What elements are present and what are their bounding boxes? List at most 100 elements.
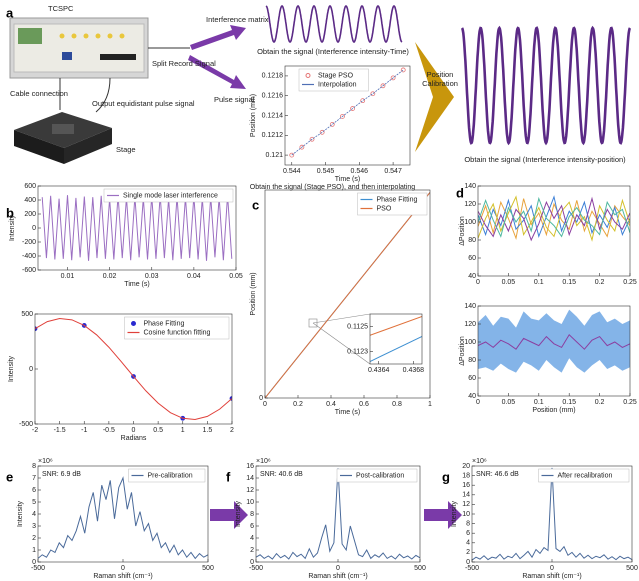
caption: Obtain the signal (Interference intensit… xyxy=(464,155,626,164)
y-tick-label: 80 xyxy=(468,237,476,244)
connector xyxy=(59,33,65,39)
y-tick-label: -200 xyxy=(22,239,36,246)
annotation: SNR: 40.6 dB xyxy=(260,471,303,478)
legend-label: Single mode laser interference xyxy=(123,192,218,199)
y-tick-label: 120 xyxy=(464,321,476,328)
stage-carriage xyxy=(52,124,74,134)
panel-label: a xyxy=(6,5,14,20)
device-logo xyxy=(18,28,42,44)
x-axis-label: Time (s) xyxy=(335,176,360,183)
y-tick-label: 1 xyxy=(32,547,36,554)
y-tick-label: 0 xyxy=(466,559,470,566)
x-tick-label: 0.545 xyxy=(317,168,335,175)
x-tick-label: 0.02 xyxy=(103,273,117,280)
connector xyxy=(95,33,101,39)
split-label: Split Record Signal xyxy=(152,59,216,68)
y-tick-label: 0 xyxy=(259,395,263,402)
x-tick-label: -1.5 xyxy=(54,427,66,434)
panel-label: b xyxy=(6,205,14,220)
legend-swatch xyxy=(131,321,136,326)
data-point xyxy=(390,75,396,81)
legend-box xyxy=(336,468,418,483)
x-tick-label: -2 xyxy=(32,427,38,434)
x-tick-label: 0.1 xyxy=(534,279,544,286)
x-tick-label: 1 xyxy=(181,427,185,434)
x-tick-label: 0.25 xyxy=(623,399,637,406)
legend-label: Cosine function fitting xyxy=(144,329,211,336)
y-tick-label: 60 xyxy=(468,255,476,262)
x-tick-label: 0.05 xyxy=(502,399,516,406)
plot-area xyxy=(265,192,430,398)
y-tick-label: 40 xyxy=(468,393,476,400)
data-line xyxy=(370,316,422,336)
plot-area xyxy=(478,309,630,373)
calibration-label: Calibration xyxy=(422,79,458,88)
data-point xyxy=(350,106,355,111)
legend-box xyxy=(124,316,230,340)
tcspc-device xyxy=(9,17,149,79)
y-tick-label: 120 xyxy=(464,201,476,208)
data-point xyxy=(370,91,376,97)
x-tick-label: 0.8 xyxy=(392,401,402,408)
y-tick-label: 100 xyxy=(464,339,476,346)
y-tick-label: 8 xyxy=(250,511,254,518)
x-tick-label: 0 xyxy=(336,565,340,572)
x-tick-label: -0.5 xyxy=(103,427,115,434)
y-axis-label: Intensity xyxy=(17,500,24,527)
y-tick-label: 80 xyxy=(468,357,476,364)
panel-label: f xyxy=(226,469,231,484)
plot-area xyxy=(35,318,232,421)
x-tick-label: 500 xyxy=(202,565,214,572)
y-tick-label: 0 xyxy=(250,559,254,566)
plot-area xyxy=(41,195,233,261)
y-tick-label: 8 xyxy=(466,520,470,527)
y-tick-label: -400 xyxy=(22,253,36,260)
x-tick-label: 0 xyxy=(263,401,267,408)
data-point xyxy=(289,152,295,158)
legend-box xyxy=(357,192,428,216)
inset-region xyxy=(308,318,318,328)
y-axis-label: Intensity xyxy=(9,214,16,241)
y-tick-label: -500 xyxy=(19,421,33,428)
x-tick-label: 0.2 xyxy=(293,401,303,408)
x-tick-label: 2 xyxy=(230,427,234,434)
y-tick-label: 140 xyxy=(464,183,476,190)
x-axis-label: Raman shift (cm⁻¹) xyxy=(522,573,581,580)
y-tick-label: 500 xyxy=(21,311,33,318)
legend-label: Phase Fitting xyxy=(377,196,418,203)
x-tick-label: 1 xyxy=(428,401,432,408)
stage-side xyxy=(64,128,112,164)
axes-frame xyxy=(477,185,631,277)
data-point xyxy=(329,122,335,127)
interference-label: Interference matrix xyxy=(206,15,269,24)
y-tick-label: 10 xyxy=(246,499,254,506)
data-line xyxy=(478,196,630,242)
legend-label: Pre-calibration xyxy=(148,472,193,479)
data-point xyxy=(360,98,366,104)
y-tick-label: 20 xyxy=(462,463,470,470)
legend-label: Stage PSO xyxy=(318,72,354,79)
inset-background xyxy=(370,314,422,364)
x-axis-label: Radians xyxy=(121,435,147,442)
data-point xyxy=(340,114,345,119)
x-tick-label: 0.4 xyxy=(326,401,336,408)
y-tick-label: 600 xyxy=(24,183,36,190)
y-tick-label: -600 xyxy=(22,267,36,274)
x-tick-label: 0.4368 xyxy=(403,367,425,374)
x-tick-label: 500 xyxy=(626,565,638,572)
data-line xyxy=(478,196,630,238)
y-tick-label: 0 xyxy=(32,225,36,232)
stage-label: Stage xyxy=(116,145,136,154)
y-tick-label: 60 xyxy=(468,375,476,382)
panel-label: e xyxy=(6,469,13,484)
y-scale-label: ×10⁶ xyxy=(256,458,271,465)
annotation: SNR: 46.6 dB xyxy=(476,471,519,478)
legend-label: Post-calibration xyxy=(356,472,404,479)
y-tick-label: 2 xyxy=(250,547,254,554)
x-tick-label: 0.05 xyxy=(229,273,243,280)
y-tick-label: 6 xyxy=(32,487,36,494)
inset-pointer xyxy=(312,313,371,365)
calibration-label: Position xyxy=(427,70,454,79)
x-tick-label: -1 xyxy=(81,427,87,434)
y-tick-label: 0 xyxy=(32,559,36,566)
